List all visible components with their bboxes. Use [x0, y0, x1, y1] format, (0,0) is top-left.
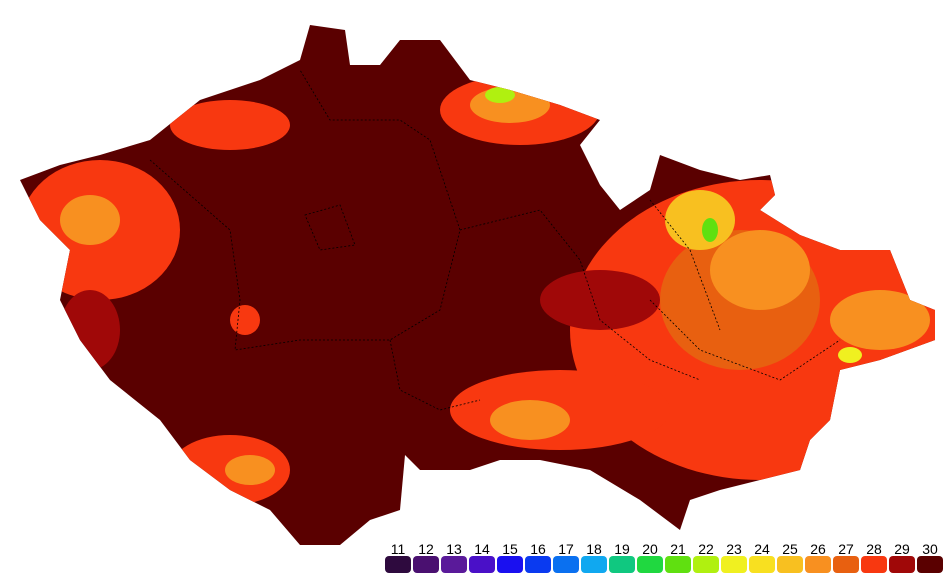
legend-swatch	[777, 556, 803, 573]
legend-swatch	[693, 556, 719, 573]
legend-label: 15	[502, 541, 518, 557]
legend-swatch	[581, 556, 607, 573]
legend-label: 21	[670, 541, 686, 557]
legend-label: 26	[810, 541, 826, 557]
legend-swatch	[385, 556, 411, 573]
legend-swatch	[833, 556, 859, 573]
legend-label: 17	[558, 541, 574, 557]
legend-swatch	[749, 556, 775, 573]
legend-swatch	[413, 556, 439, 573]
legend-label: 14	[474, 541, 490, 557]
legend-swatch	[469, 556, 495, 573]
legend-swatch	[861, 556, 887, 573]
legend-swatch	[637, 556, 663, 573]
legend-label: 19	[614, 541, 630, 557]
region-borders	[149, 69, 841, 411]
legend-label: 13	[446, 541, 462, 557]
legend-label: 12	[418, 541, 434, 557]
legend-label: 22	[698, 541, 714, 557]
legend-label: 23	[726, 541, 742, 557]
legend-swatch	[525, 556, 551, 573]
legend-swatch	[497, 556, 523, 573]
legend-swatch	[721, 556, 747, 573]
legend-label: 11	[391, 541, 406, 557]
legend-swatch	[805, 556, 831, 573]
legend-swatch	[889, 556, 915, 573]
legend-swatch	[553, 556, 579, 573]
legend-swatch	[917, 556, 943, 573]
legend-swatch	[441, 556, 467, 573]
legend-swatch	[609, 556, 635, 573]
legend-swatch	[665, 556, 691, 573]
legend: 11 12 13 14 15 16 17 18 19 20 21 22 23 24 25 26 27 28 29 30	[385, 541, 943, 573]
legend-label: 24	[754, 541, 770, 557]
legend-label: 25	[782, 541, 798, 557]
legend-label: 28	[866, 541, 882, 557]
legend-label: 30	[922, 541, 938, 557]
legend-label: 18	[586, 541, 602, 557]
legend-label: 27	[838, 541, 854, 557]
legend-label: 29	[894, 541, 910, 557]
legend-label: 20	[642, 541, 658, 557]
legend-label: 16	[530, 541, 546, 557]
